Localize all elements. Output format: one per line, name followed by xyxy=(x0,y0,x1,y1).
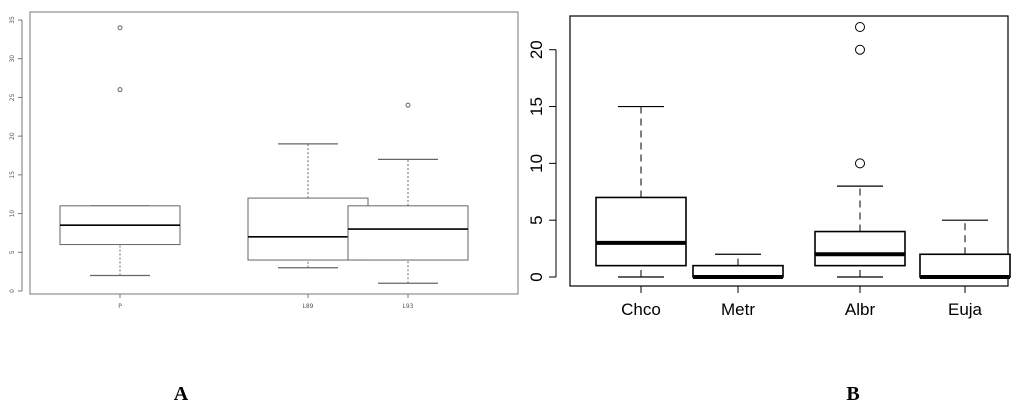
y-axis-a: 0 5 10 15 20 25 30 35 xyxy=(9,16,23,293)
box-P xyxy=(59,25,181,277)
panel-label-b: B xyxy=(846,383,859,405)
x-tick-label: Chco xyxy=(621,300,661,319)
outlier-point xyxy=(855,44,865,55)
boxes-a xyxy=(59,25,469,284)
x-tick-label: Albr xyxy=(845,300,876,319)
y-tick-label: 15 xyxy=(9,171,16,179)
y-tick-label: 5 xyxy=(527,215,546,224)
outlier-point xyxy=(405,102,411,108)
y-tick-label: 10 xyxy=(9,210,16,218)
box-L93 xyxy=(347,102,469,284)
box-iqr xyxy=(814,230,906,267)
box-iqr xyxy=(919,253,1011,278)
x-tick-label: L89 xyxy=(303,303,314,310)
y-axis-b: 0 5 10 15 20 xyxy=(527,40,557,282)
box-Metr xyxy=(692,253,784,279)
y-tick-label: 20 xyxy=(527,40,546,59)
box-Euja xyxy=(919,219,1011,279)
box-Albr xyxy=(814,22,906,278)
box-iqr xyxy=(595,196,687,267)
x-tick-label: Euja xyxy=(948,300,983,319)
panel-a: 0 5 10 15 20 25 30 35 P L89 L93 A xyxy=(9,11,519,405)
plot-a-frame xyxy=(29,11,519,295)
outlier-point xyxy=(855,158,865,169)
x-tick-label: L93 xyxy=(403,303,414,310)
y-tick-label: 25 xyxy=(9,93,16,101)
box-Chco xyxy=(595,105,687,278)
panel-label-a: A xyxy=(174,383,189,405)
outlier-point xyxy=(117,87,123,93)
x-tick-label: Metr xyxy=(721,300,755,319)
y-tick-label: 0 xyxy=(527,272,546,281)
outlier-point xyxy=(117,25,123,31)
y-tick-label: 35 xyxy=(9,16,16,24)
boxes-b xyxy=(595,22,1011,279)
box-iqr xyxy=(347,205,469,261)
x-axis-b: Chco Metr Albr Euja xyxy=(621,285,983,319)
panel-b: 0 5 10 15 20 Chco Metr Albr Euja B xyxy=(527,15,1011,405)
y-tick-label: 5 xyxy=(9,250,16,254)
y-tick-label: 10 xyxy=(527,154,546,173)
x-tick-label: P xyxy=(118,303,122,310)
y-tick-label: 0 xyxy=(9,289,16,293)
outlier-point xyxy=(855,22,865,32)
x-axis-a: P L89 L93 xyxy=(118,294,414,310)
y-tick-label: 15 xyxy=(527,97,546,116)
y-tick-label: 30 xyxy=(9,55,16,63)
y-tick-label: 20 xyxy=(9,132,16,140)
